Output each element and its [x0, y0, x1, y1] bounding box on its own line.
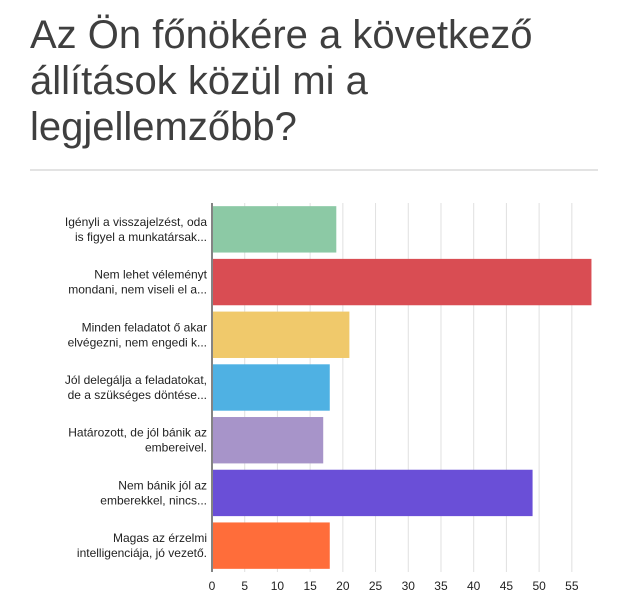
- bar: [213, 206, 337, 253]
- category-label: Nem bánik jól az: [118, 478, 207, 492]
- category-label: de a szükséges döntése...: [68, 388, 207, 402]
- bar: [213, 364, 330, 411]
- x-tick-label: 15: [303, 579, 317, 593]
- category-label: elvégezni, nem engedi k...: [68, 335, 207, 349]
- x-tick-label: 50: [532, 579, 546, 593]
- x-tick-label: 45: [500, 579, 514, 593]
- category-label: Magas az érzelmi: [113, 531, 207, 545]
- x-tick-label: 10: [271, 579, 285, 593]
- category-label: Jól delegálja a feladatokat,: [65, 373, 207, 387]
- bar: [213, 311, 350, 358]
- bar: [213, 417, 324, 464]
- x-tick-label: 25: [369, 579, 383, 593]
- category-label: Határozott, de jól bánik az: [68, 426, 207, 440]
- category-label: emberekkel, nincs...: [100, 493, 207, 507]
- title-divider: [30, 169, 598, 171]
- category-label: intelligenciája, jó vezető.: [77, 546, 207, 560]
- x-tick-label: 30: [402, 579, 416, 593]
- category-label: Igényli a visszajelzést, oda: [65, 215, 207, 229]
- bar: [213, 469, 533, 517]
- x-tick-label: 35: [434, 579, 448, 593]
- x-tick-label: 40: [467, 579, 481, 593]
- x-tick-label: 55: [565, 579, 579, 593]
- x-tick-label: 0: [209, 579, 216, 593]
- bars: [213, 206, 592, 569]
- x-tick-labels: 0 5 10 15 20 25 30 35 40 45 50 55: [209, 579, 579, 593]
- category-label: Minden feladatot ő akar: [82, 320, 207, 334]
- x-tick-label: 20: [336, 579, 350, 593]
- category-label: is figyel a munkatársak...: [75, 230, 207, 244]
- category-label: Nem lehet véleményt: [94, 268, 207, 282]
- category-label: embereivel.: [145, 441, 207, 455]
- bar: [213, 522, 330, 569]
- category-label: mondani, nem viseli el a...: [68, 283, 207, 297]
- chart-title: Az Ön főnökére a következő állítások köz…: [30, 13, 533, 149]
- bar: [213, 258, 592, 306]
- x-tick-label: 5: [241, 579, 248, 593]
